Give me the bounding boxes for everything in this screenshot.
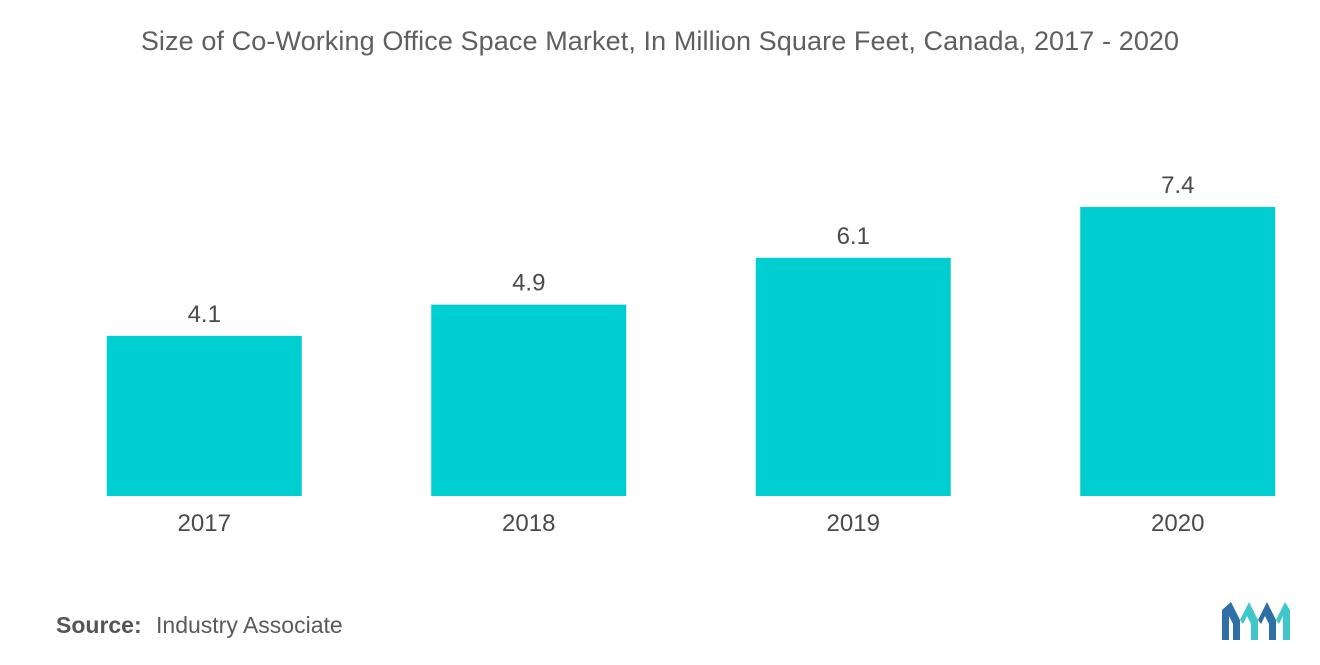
- source-label: Source:: [56, 612, 142, 638]
- bar-2017: [106, 335, 302, 496]
- value-label-2020: 7.4: [1161, 172, 1194, 199]
- value-label-2018: 4.9: [512, 270, 545, 297]
- chart-title: Size of Co-Working Office Space Market, …: [140, 26, 1180, 56]
- x-tick-label-2020: 2020: [1151, 510, 1204, 537]
- bar-2020: [1080, 207, 1276, 496]
- source-note: Source: Industry Associate: [56, 612, 343, 639]
- x-tick-label-2017: 2017: [178, 510, 231, 537]
- x-tick-label-2018: 2018: [502, 510, 555, 537]
- bar-2019: [755, 257, 951, 496]
- bar-2018: [431, 304, 627, 496]
- source-text: Industry Associate: [156, 612, 343, 638]
- x-tick-label-2019: 2019: [827, 510, 880, 537]
- value-label-2019: 6.1: [837, 223, 870, 250]
- brand-logo-icon: [1222, 602, 1290, 640]
- value-label-2017: 4.1: [188, 301, 221, 328]
